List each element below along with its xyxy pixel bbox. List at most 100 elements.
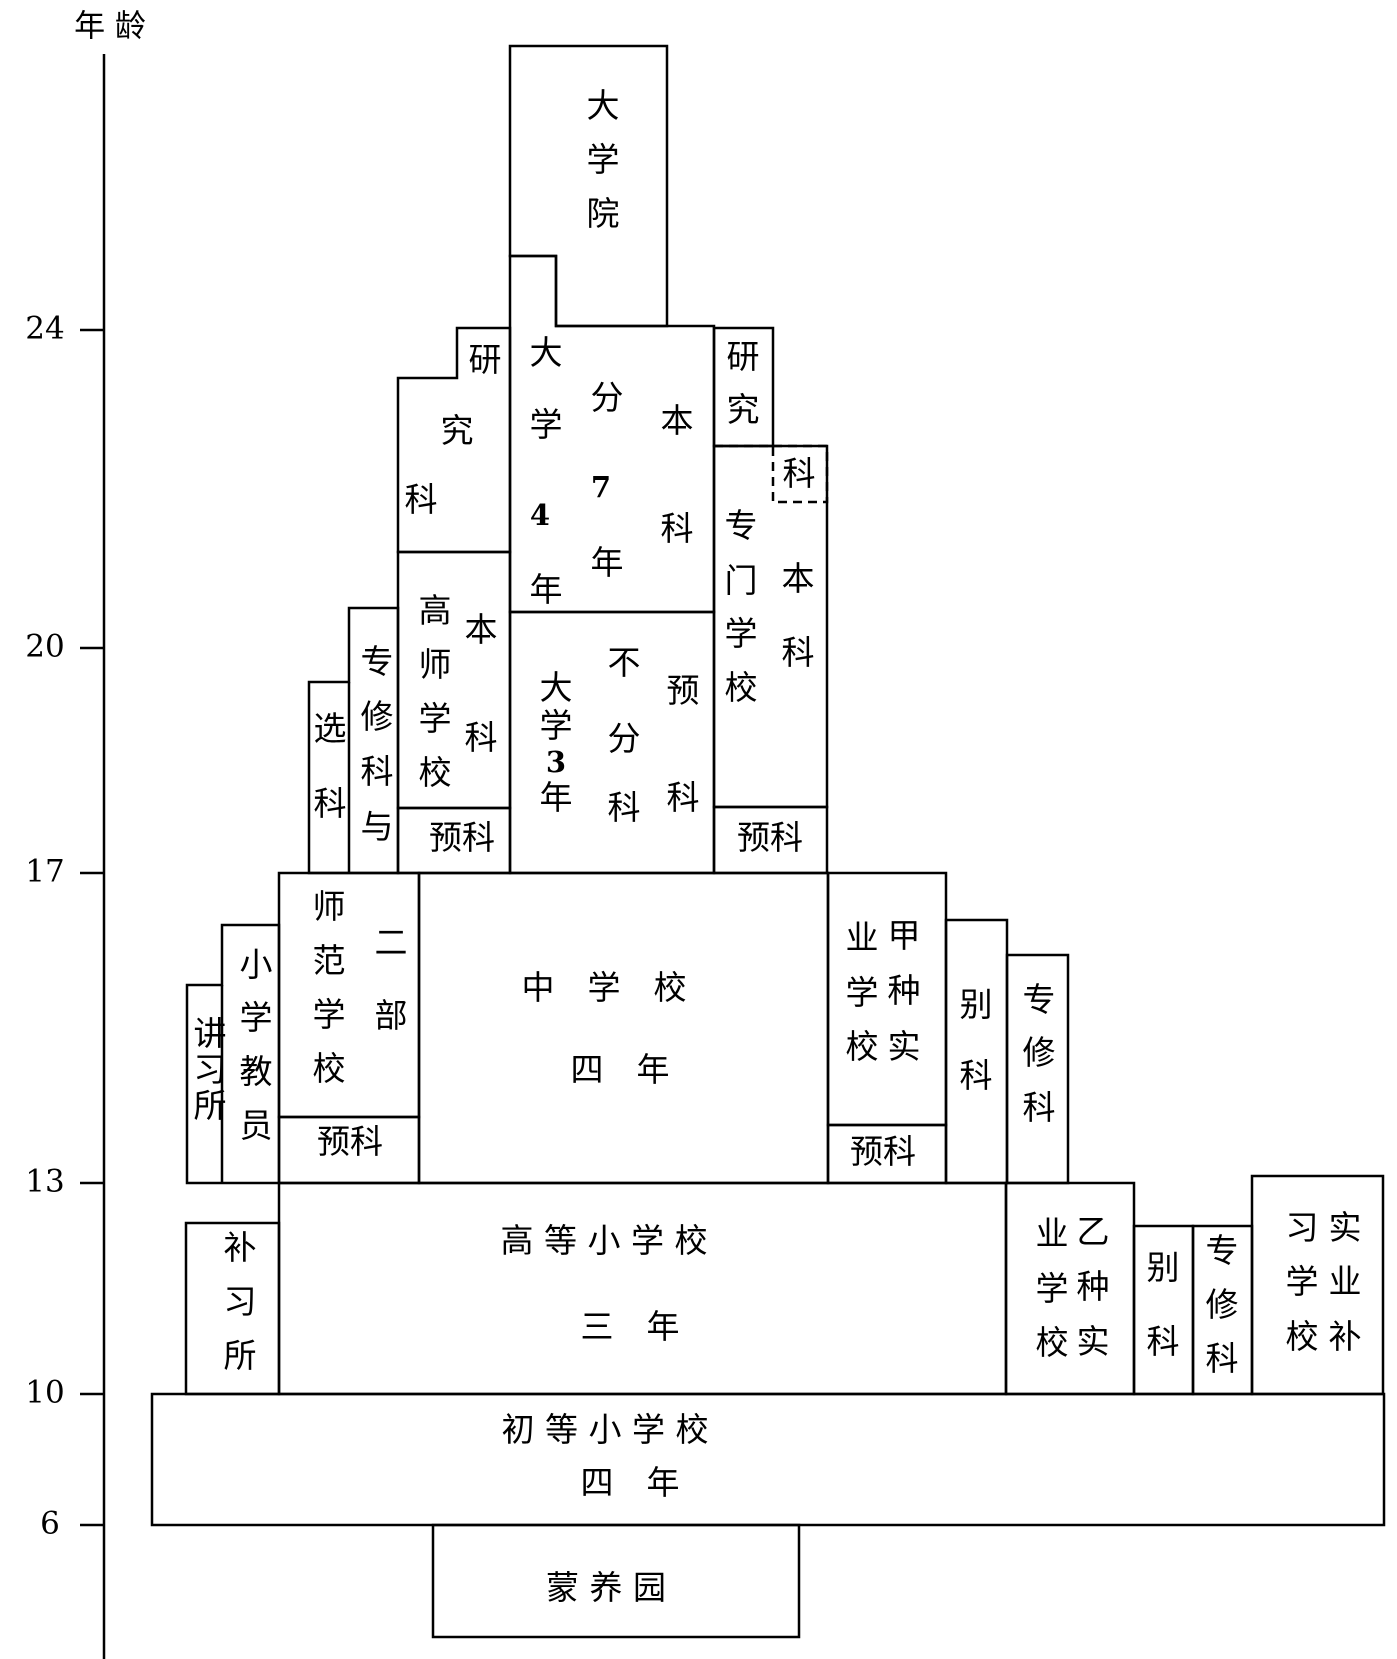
label-char: 选 [314, 709, 347, 748]
label-char: 范 [313, 941, 346, 980]
label-lower-primary: 初 等 小 学 校 [502, 1410, 709, 1449]
label-char: 修 [1206, 1285, 1239, 1324]
label-char: 科 [405, 480, 438, 519]
label-char: 科 [783, 454, 816, 493]
label-char: 学 [419, 699, 452, 738]
label-char: 年 [591, 543, 624, 582]
label-char: 科 [1023, 1088, 1056, 1127]
label-middle-school: 中 学 校 [522, 968, 687, 1007]
label-char: 师 [313, 887, 346, 926]
label-char: 科 [960, 1056, 993, 1095]
label-char: 学 [725, 614, 758, 653]
label-char: 部 [375, 996, 408, 1035]
label-char: 本 [465, 610, 498, 649]
label-char: 学 [530, 405, 563, 444]
label-char: 院 [587, 194, 620, 233]
label-char: 业 [1329, 1262, 1362, 1301]
label-char: 校 [419, 753, 452, 792]
label-char: 学 [540, 706, 573, 745]
label-yuke: 预科 [850, 1132, 916, 1171]
label-char: 3 [546, 745, 566, 779]
label-char: 补 [224, 1228, 257, 1267]
axis-tick-label: 6 [40, 1506, 60, 1542]
label-char: 科 [314, 784, 347, 823]
label-char: 习 [194, 1050, 227, 1089]
label-char: 研 [469, 340, 502, 379]
axis-tick-label: 24 [25, 311, 64, 347]
label-char: 高 [419, 591, 452, 630]
box-dashed-ke [771, 444, 829, 504]
label-char: 门 [725, 561, 758, 600]
label-char: 种 [888, 971, 921, 1010]
label-char: 预 [667, 671, 700, 710]
label-char: 修 [361, 697, 394, 736]
label-char: 科 [465, 718, 498, 757]
label-char: 实 [1077, 1322, 1110, 1361]
diagram-boxes [150, 44, 1386, 1639]
axis-title: 年 龄 [74, 9, 146, 45]
label-char: 4 [530, 498, 550, 532]
box-labels: 大 学 院 大 学 4 年 分 7 年 本 科 研 究 科 研 究 科 专 门 … [194, 86, 1362, 1607]
box-bieke-upper [944, 918, 1009, 1185]
label-char: 大 [530, 333, 563, 372]
label-higher-primary: 高 等 小 学 校 [501, 1221, 708, 1260]
axis-tick-label: 20 [25, 629, 64, 665]
box-higher-primary [277, 1181, 1008, 1396]
label-char: 学 [1286, 1262, 1319, 1301]
label-char: 校 [846, 1027, 879, 1066]
label-char: 与 [361, 807, 394, 846]
label-char: 不 [608, 643, 641, 682]
label-char: 7 [591, 470, 611, 504]
label-char: 专 [725, 506, 758, 545]
label-char: 大 [587, 86, 620, 125]
label-char: 修 [1023, 1033, 1056, 1072]
label-char: 种 [1077, 1267, 1110, 1306]
label-char: 科 [661, 509, 694, 548]
label-char: 讲 [194, 1014, 227, 1053]
label-char: 年 [530, 570, 563, 609]
label-char: 别 [960, 985, 993, 1024]
label-char: 所 [194, 1086, 227, 1125]
label-char: 校 [1286, 1317, 1319, 1356]
label-char: 校 [313, 1049, 346, 1088]
label-char: 研 [727, 337, 760, 376]
label-char: 二 [375, 923, 408, 962]
box-lower-primary [150, 1392, 1386, 1527]
axis-tick-label: 17 [25, 854, 64, 890]
label-char: 科 [1147, 1322, 1180, 1361]
label-four-years: 四 年 [571, 1050, 670, 1089]
label-char: 大 [540, 668, 573, 707]
label-char: 习 [1286, 1208, 1319, 1247]
axis-tick-label: 10 [25, 1375, 64, 1411]
label-char: 小 [240, 945, 273, 984]
label-char: 分 [591, 378, 624, 417]
label-char: 教 [240, 1052, 273, 1091]
label-char: 实 [1329, 1208, 1362, 1247]
box-higher-normal [396, 550, 512, 810]
label-char: 学 [846, 973, 879, 1012]
label-char: 科 [1206, 1339, 1239, 1378]
label-char: 究 [441, 411, 474, 450]
label-yuke: 预科 [429, 818, 495, 857]
label-yuke: 预科 [317, 1122, 383, 1161]
age-axis: 年 龄 24 20 17 13 10 6 [25, 9, 146, 1659]
label-char: 员 [240, 1106, 273, 1145]
label-char: 科 [608, 788, 641, 827]
box-middle-school [417, 871, 830, 1185]
label-char: 本 [782, 559, 815, 598]
label-char: 专 [361, 642, 394, 681]
label-char: 实 [888, 1027, 921, 1066]
label-char: 究 [727, 390, 760, 429]
label-char: 学 [313, 995, 346, 1034]
label-char: 乙 [1077, 1212, 1110, 1251]
label-char: 甲 [888, 916, 921, 955]
box-normal-school [277, 871, 421, 1119]
label-char: 校 [725, 668, 758, 707]
label-char: 业 [846, 918, 879, 957]
label-char: 习 [224, 1282, 257, 1321]
label-char: 别 [1147, 1248, 1180, 1287]
label-char: 所 [224, 1336, 257, 1375]
axis-tick-label: 13 [25, 1164, 64, 1200]
label-char: 科 [782, 633, 815, 672]
